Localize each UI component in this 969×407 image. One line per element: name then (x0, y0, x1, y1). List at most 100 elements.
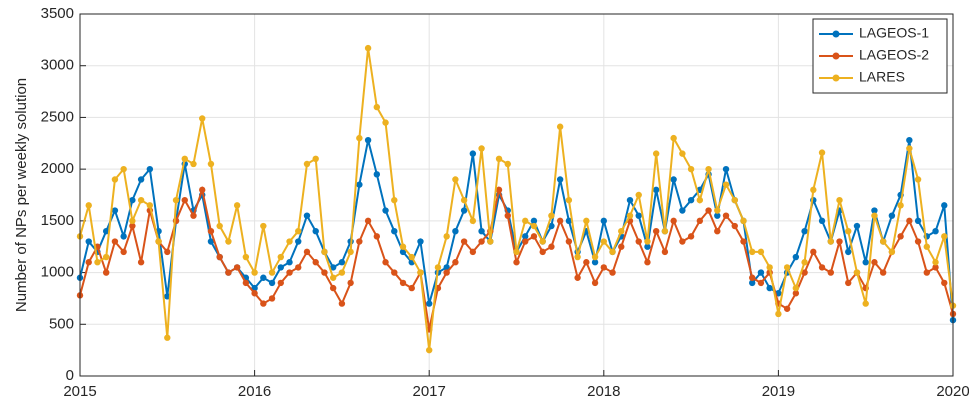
legend-marker (832, 74, 840, 82)
data-point (888, 248, 896, 256)
data-point (583, 217, 590, 225)
data-point (810, 248, 817, 256)
data-point (321, 248, 328, 256)
data-point (783, 264, 791, 271)
data-point (303, 160, 311, 168)
data-point (452, 259, 459, 266)
data-point (644, 238, 651, 245)
data-point (277, 264, 284, 271)
data-point (906, 136, 913, 144)
data-point (932, 264, 939, 271)
y-tick-label: 2000 (41, 160, 74, 177)
data-point (792, 290, 800, 297)
data-point (783, 305, 791, 312)
data-point (242, 253, 250, 261)
data-point (914, 217, 922, 225)
data-point (522, 217, 529, 225)
data-point (862, 259, 869, 266)
data-point (286, 269, 293, 276)
data-point (923, 243, 931, 250)
data-point (722, 181, 730, 188)
data-point (574, 274, 581, 281)
data-point (731, 222, 738, 230)
data-point (373, 171, 381, 178)
axes-box (79, 13, 954, 377)
data-point (452, 176, 459, 183)
data-point (618, 243, 625, 250)
data-point (364, 44, 372, 52)
y-axis-label: Number of NPs per weekly solution (13, 78, 30, 312)
data-point (443, 233, 450, 240)
data-point (661, 248, 669, 256)
data-point (513, 259, 520, 266)
data-point (434, 264, 442, 271)
x-tick-label: 2016 (238, 383, 271, 400)
data-point (329, 284, 337, 292)
data-point (426, 346, 433, 354)
data-point (897, 233, 904, 240)
data-point (941, 233, 948, 240)
data-point (495, 186, 503, 194)
data-point (906, 217, 913, 225)
data-point (565, 217, 573, 225)
data-point (591, 259, 599, 266)
data-point (338, 300, 346, 307)
data-point (888, 212, 896, 219)
data-point (199, 186, 206, 194)
data-point (731, 196, 738, 204)
data-point (225, 238, 232, 245)
data-point (321, 269, 328, 276)
data-point (216, 222, 223, 230)
data-point (914, 238, 922, 245)
data-point (635, 191, 642, 199)
data-point (295, 228, 302, 235)
data-point (853, 269, 861, 276)
data-point (460, 196, 468, 204)
data-point (897, 202, 904, 209)
data-point (626, 212, 634, 219)
data-point (722, 212, 730, 219)
data-point (111, 176, 119, 183)
data-point (137, 259, 145, 266)
data-point (556, 217, 564, 225)
data-point (530, 233, 538, 240)
data-point (312, 155, 319, 162)
data-point (696, 196, 704, 204)
data-point (137, 176, 145, 183)
y-tick-label: 3500 (41, 5, 74, 22)
data-point (626, 196, 634, 204)
data-point (556, 176, 564, 183)
data-point (618, 228, 625, 235)
data-point (932, 259, 939, 266)
data-point (775, 310, 782, 318)
data-point (801, 228, 808, 235)
data-point (687, 165, 695, 173)
data-point (845, 248, 852, 256)
data-point (556, 123, 564, 130)
data-point (356, 134, 363, 142)
data-point (478, 238, 485, 245)
data-point (129, 222, 136, 230)
data-point (687, 233, 695, 240)
data-point (766, 284, 773, 292)
x-tick-label: 2017 (413, 383, 446, 400)
data-point (504, 212, 511, 219)
data-point (652, 228, 660, 235)
data-point (260, 300, 267, 307)
data-point (85, 202, 92, 209)
data-point (94, 259, 101, 266)
data-point (600, 238, 607, 245)
data-point (329, 264, 337, 271)
data-point (539, 238, 546, 245)
data-point (408, 253, 415, 261)
data-point (845, 228, 852, 235)
data-point (329, 274, 337, 281)
data-point (696, 217, 704, 225)
data-point (190, 160, 197, 168)
data-point (941, 202, 948, 209)
data-point (391, 228, 398, 235)
data-point (242, 279, 250, 287)
data-point (469, 217, 477, 225)
data-point (722, 165, 730, 173)
data-point (670, 217, 677, 225)
